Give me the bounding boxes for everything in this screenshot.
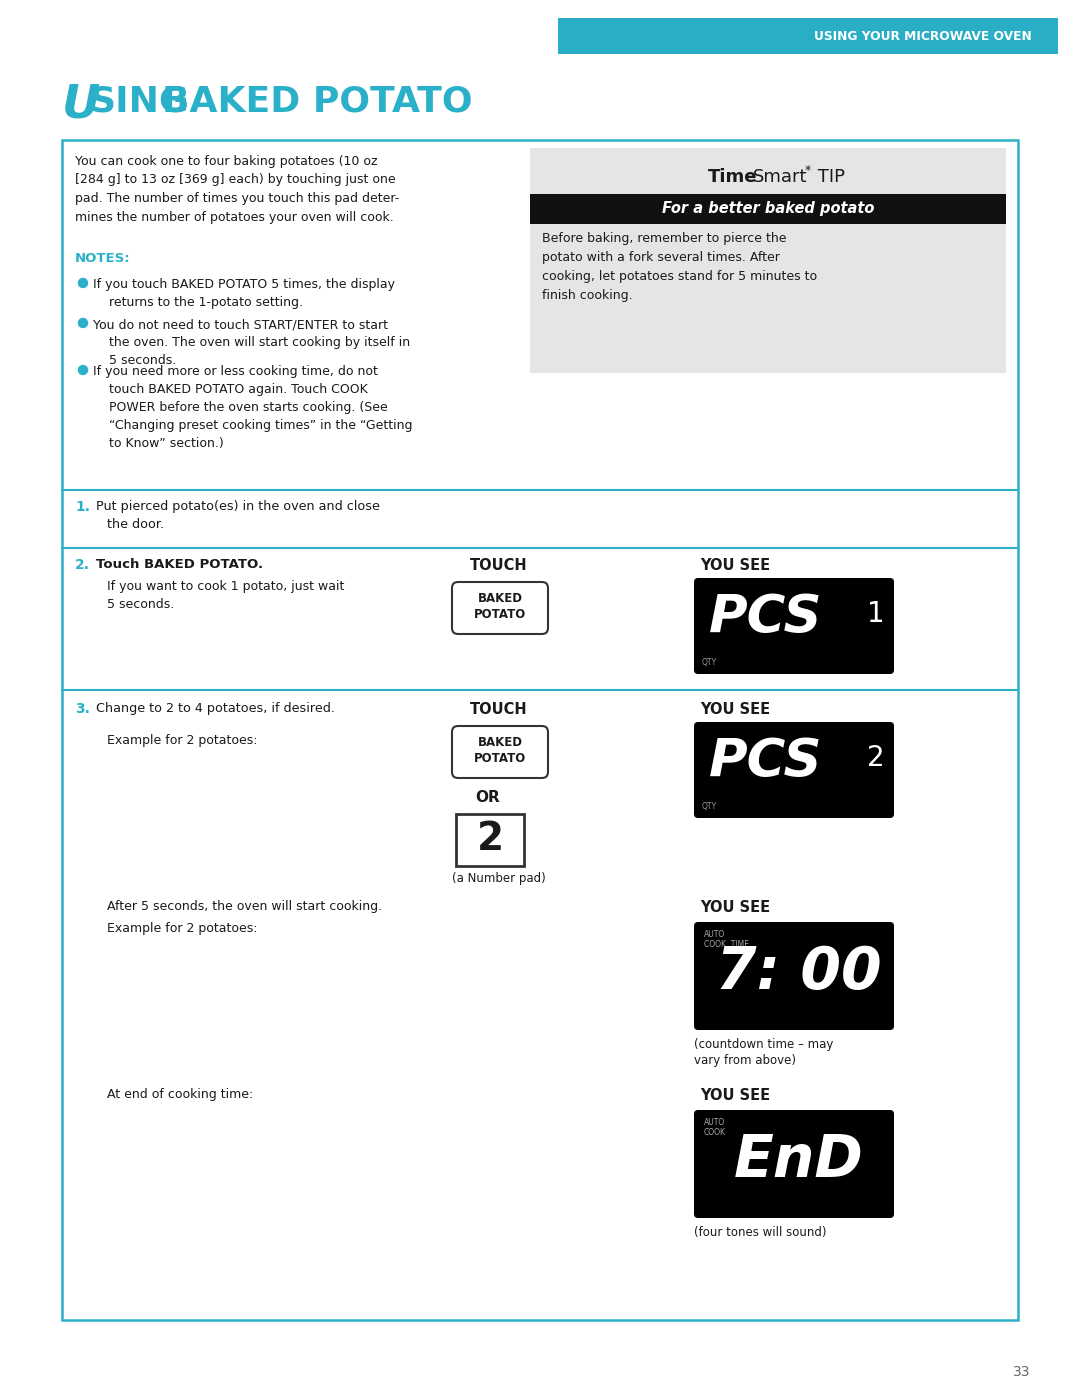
Text: QTY: QTY	[702, 802, 717, 812]
Text: 3.: 3.	[75, 703, 90, 717]
Text: USING YOUR MICROWAVE OVEN: USING YOUR MICROWAVE OVEN	[814, 29, 1032, 42]
Text: BAKED POTATO: BAKED POTATO	[162, 85, 473, 119]
Text: NOTES:: NOTES:	[75, 251, 131, 265]
Text: *: *	[805, 163, 811, 177]
Text: the door.: the door.	[107, 518, 164, 531]
Text: POTATO: POTATO	[474, 608, 526, 622]
Bar	[456, 814, 524, 866]
Circle shape	[79, 319, 87, 327]
Text: 1.: 1.	[75, 500, 90, 514]
FancyBboxPatch shape	[694, 922, 894, 1030]
Text: YOU SEE: YOU SEE	[700, 900, 770, 915]
Text: Touch BAKED POTATO.: Touch BAKED POTATO.	[96, 557, 264, 571]
Text: BAKED: BAKED	[477, 736, 523, 749]
Text: 2.: 2.	[75, 557, 90, 571]
Text: PCS: PCS	[710, 592, 823, 644]
Text: Change to 2 to 4 potatoes, if desired.: Change to 2 to 4 potatoes, if desired.	[96, 703, 335, 715]
Text: Before baking, remember to pierce the
potato with a fork several times. After
co: Before baking, remember to pierce the po…	[542, 232, 818, 302]
Bar	[530, 194, 1005, 224]
Text: 5 seconds.: 5 seconds.	[107, 598, 174, 610]
FancyBboxPatch shape	[453, 726, 548, 778]
Text: Smart: Smart	[753, 168, 808, 186]
Bar	[558, 18, 1058, 54]
Text: vary from above): vary from above)	[694, 1053, 796, 1067]
Text: U: U	[62, 82, 100, 127]
Text: If you want to cook 1 potato, just wait: If you want to cook 1 potato, just wait	[107, 580, 345, 592]
Text: At end of cooking time:: At end of cooking time:	[107, 1088, 253, 1101]
FancyBboxPatch shape	[694, 722, 894, 819]
Text: OR: OR	[475, 789, 500, 805]
Bar	[62, 140, 1018, 1320]
Text: AUTO: AUTO	[704, 930, 726, 939]
Circle shape	[79, 366, 87, 374]
Text: 33: 33	[1013, 1365, 1030, 1379]
Text: Put pierced potato(es) in the oven and close: Put pierced potato(es) in the oven and c…	[96, 500, 380, 513]
Text: TOUCH: TOUCH	[470, 703, 528, 717]
Text: PCS: PCS	[710, 736, 823, 788]
Text: YOU SEE: YOU SEE	[700, 703, 770, 717]
Text: COOK: COOK	[704, 1127, 726, 1137]
Text: 2: 2	[867, 745, 885, 773]
FancyBboxPatch shape	[694, 1111, 894, 1218]
Text: SING: SING	[89, 85, 189, 119]
Text: YOU SEE: YOU SEE	[700, 557, 770, 573]
Text: If you need more or less cooking time, do not
    touch BAKED POTATO again. Touc: If you need more or less cooking time, d…	[93, 365, 413, 450]
Bar	[530, 148, 1005, 373]
Text: 1: 1	[867, 599, 885, 629]
Text: After 5 seconds, the oven will start cooking.: After 5 seconds, the oven will start coo…	[107, 900, 382, 914]
Text: POTATO: POTATO	[474, 752, 526, 766]
Text: BAKED: BAKED	[477, 592, 523, 605]
Text: Time: Time	[708, 168, 757, 186]
Text: (four tones will sound): (four tones will sound)	[694, 1227, 826, 1239]
FancyBboxPatch shape	[694, 578, 894, 673]
Circle shape	[79, 278, 87, 288]
Text: Example for 2 potatoes:: Example for 2 potatoes:	[107, 922, 257, 935]
Text: COOK  TIME: COOK TIME	[704, 940, 750, 949]
Text: 7: 00: 7: 00	[716, 944, 881, 1002]
Text: (countdown time – may: (countdown time – may	[694, 1038, 834, 1051]
Text: TIP: TIP	[812, 168, 845, 186]
Text: TOUCH: TOUCH	[470, 557, 528, 573]
Text: 2: 2	[476, 820, 503, 858]
Text: QTY: QTY	[702, 658, 717, 666]
Text: You do not need to touch START/ENTER to start
    the oven. The oven will start : You do not need to touch START/ENTER to …	[93, 319, 410, 367]
Text: (a Number pad): (a Number pad)	[453, 872, 545, 886]
Text: EnD: EnD	[734, 1132, 864, 1189]
Text: You can cook one to four baking potatoes (10 oz
[284 g] to 13 oz [369 g] each) b: You can cook one to four baking potatoes…	[75, 155, 400, 224]
FancyBboxPatch shape	[453, 583, 548, 634]
Text: For a better baked potato: For a better baked potato	[662, 201, 874, 217]
Text: Example for 2 potatoes:: Example for 2 potatoes:	[107, 733, 257, 747]
Text: AUTO: AUTO	[704, 1118, 726, 1127]
Text: YOU SEE: YOU SEE	[700, 1088, 770, 1104]
Text: If you touch BAKED POTATO 5 times, the display
    returns to the 1-potato setti: If you touch BAKED POTATO 5 times, the d…	[93, 278, 395, 309]
